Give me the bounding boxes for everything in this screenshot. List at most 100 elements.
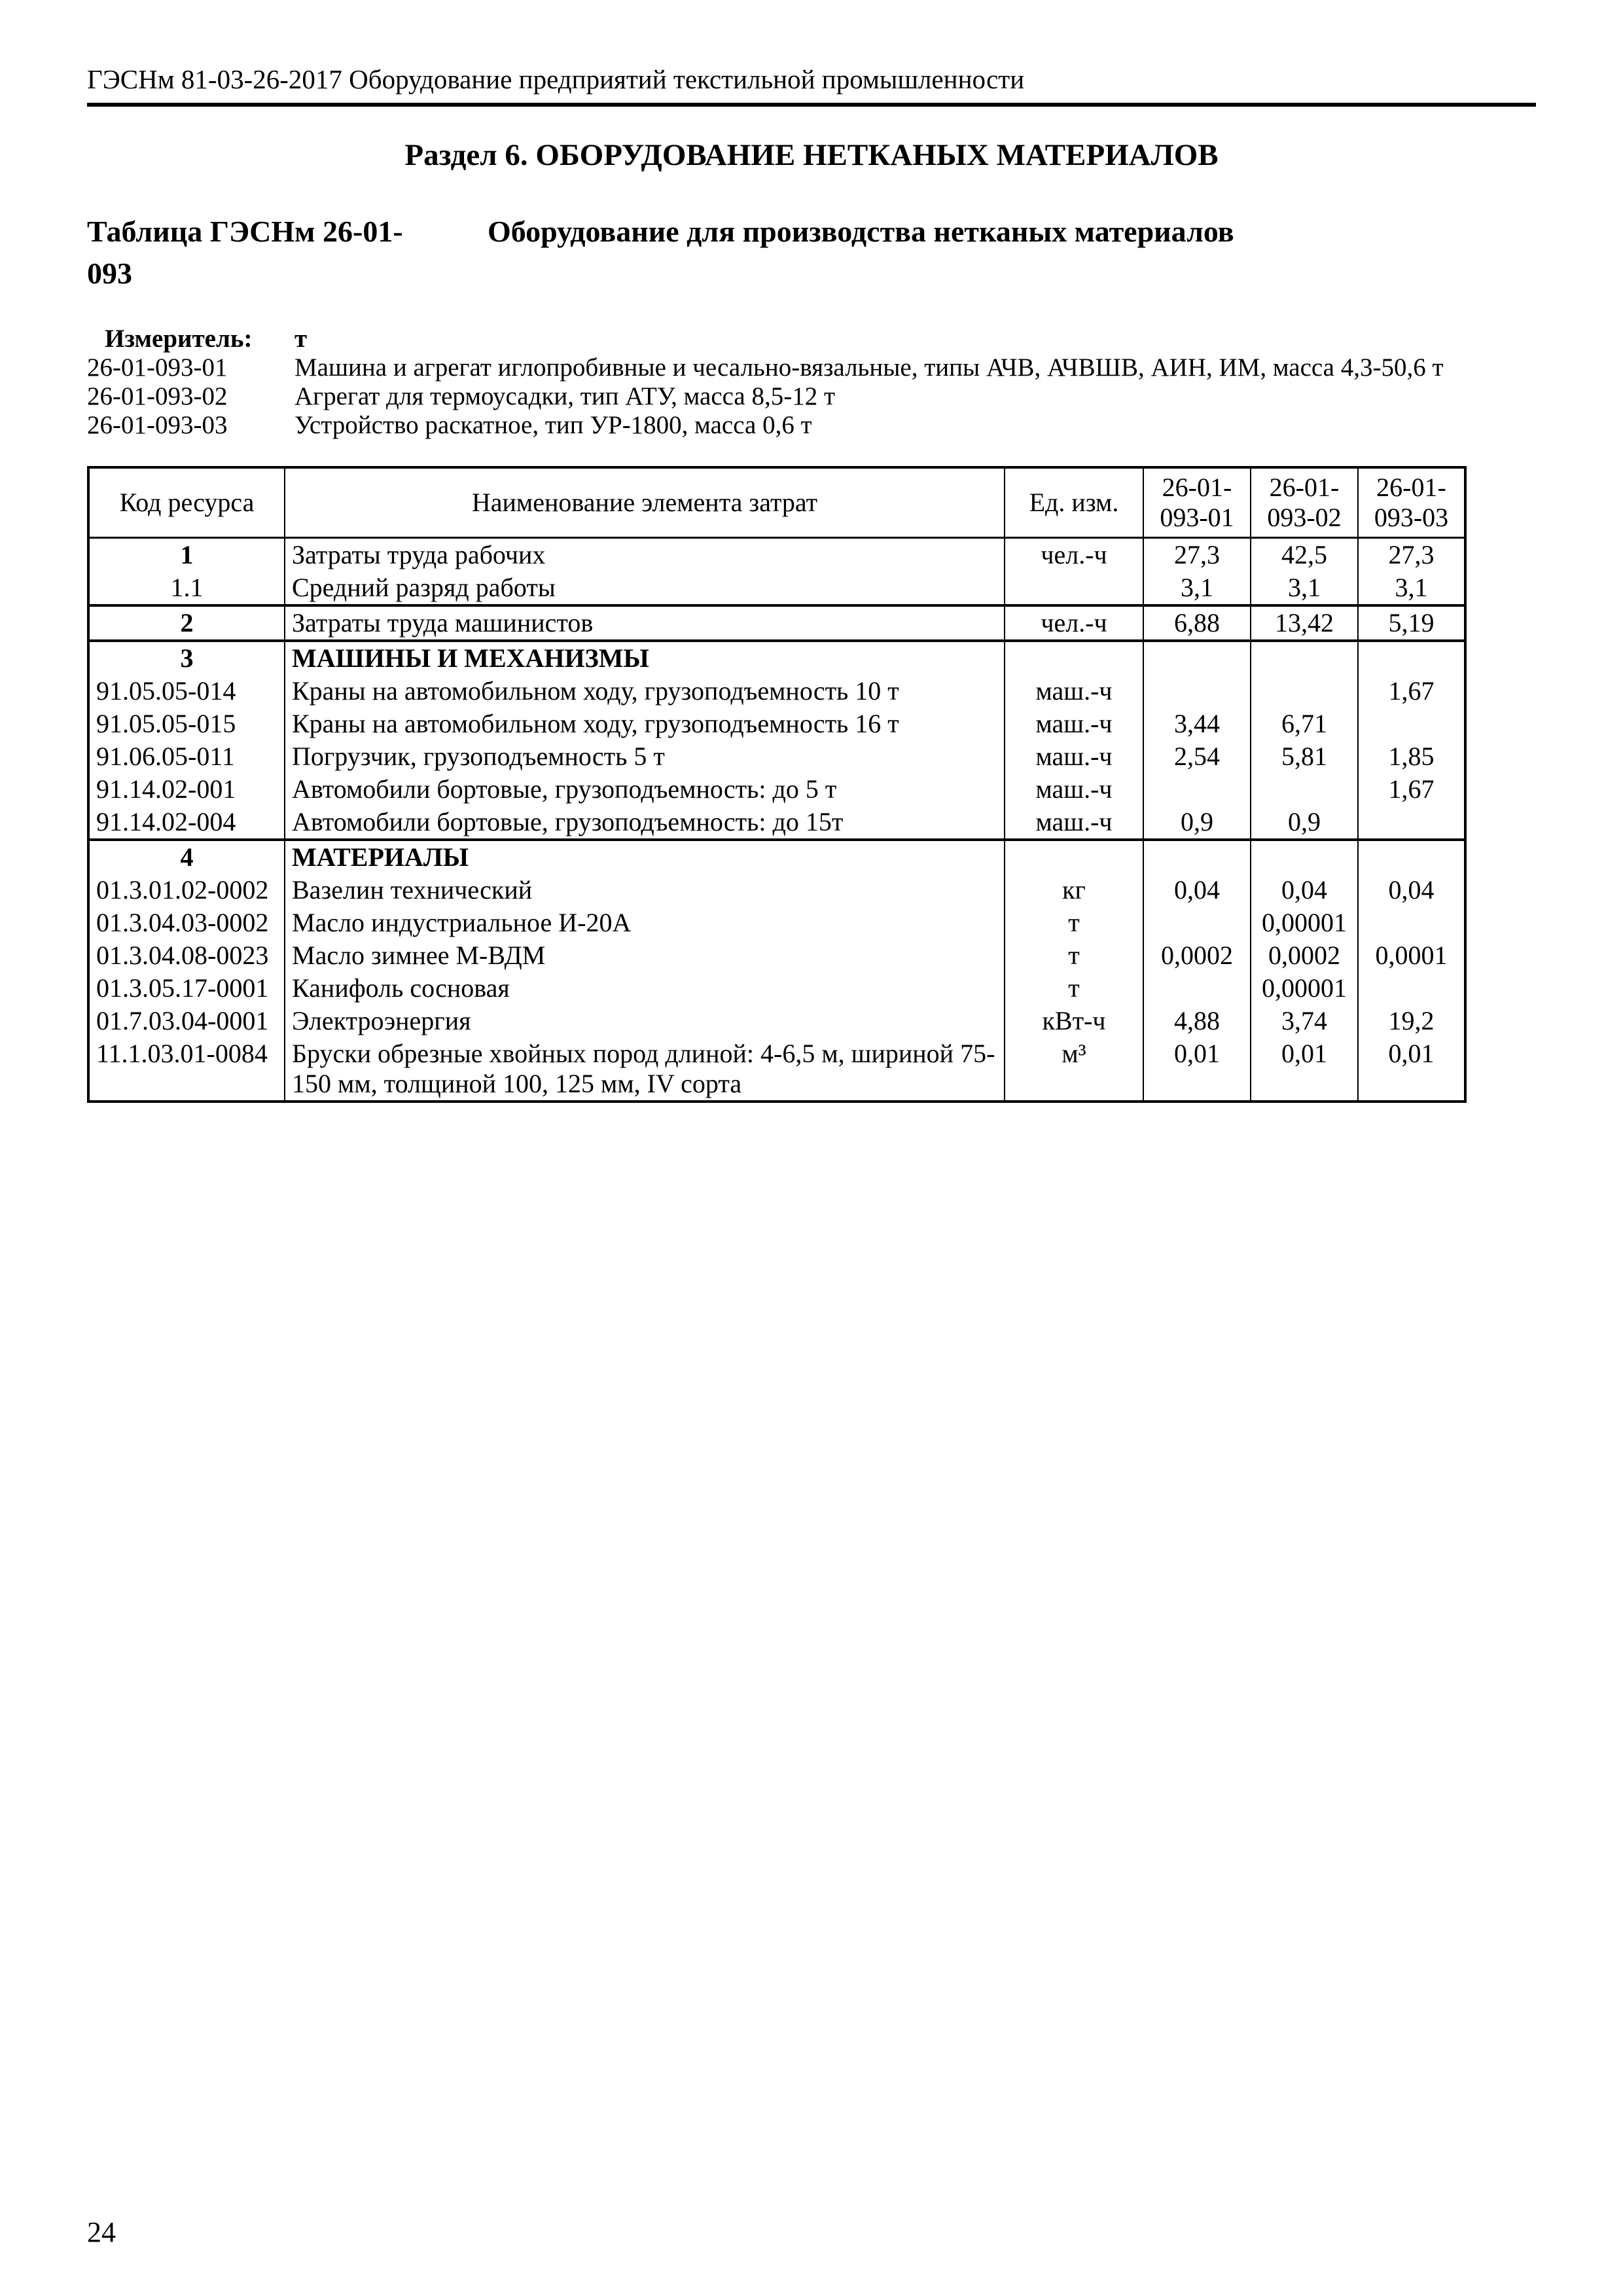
table-row: 4 МАТЕРИАЛЫ <box>88 840 1466 874</box>
cell-unit: маш.-ч <box>1004 740 1144 774</box>
cell-value: 0,04 <box>1357 874 1466 907</box>
cell-unit: кВт-ч <box>1004 1005 1144 1038</box>
measurer-label: Измеритель: <box>105 325 253 353</box>
cell-value <box>1250 675 1359 708</box>
cell-name: Затраты труда рабочих <box>284 537 1005 572</box>
cell-unit <box>1004 641 1144 675</box>
cell-name: Канифоль сосновая <box>284 972 1005 1005</box>
table-row: 11.1.03.01-0084 Бруски обрезные хвойных … <box>88 1037 1466 1102</box>
cell-value: 5,81 <box>1250 740 1359 774</box>
cell-code: 91.14.02-001 <box>88 773 285 806</box>
cell-name: Затраты труда машинистов <box>284 605 1005 641</box>
cell-value <box>1357 840 1466 874</box>
col-header-093-02: 26-01- 093-02 <box>1250 467 1359 539</box>
cell-unit: т <box>1004 906 1144 940</box>
cell-value: 2,54 <box>1143 740 1251 774</box>
cell-unit: маш.-ч <box>1004 675 1144 708</box>
table-label-line1: Таблица ГЭСНм 26-01- <box>87 214 403 248</box>
cell-value: 0,04 <box>1143 874 1251 907</box>
col-header-093-03: 26-01- 093-03 <box>1357 467 1466 539</box>
cell-value: 0,0002 <box>1250 939 1359 973</box>
cell-name: Масло зимнее М-ВДМ <box>284 939 1005 973</box>
cell-name: Краны на автомобильном ходу, грузоподъем… <box>284 675 1005 708</box>
measurer-block: Измеритель: т 26-01-093-01 Машина и агре… <box>87 325 1536 440</box>
cell-value <box>1143 972 1251 1005</box>
cell-value: 0,0002 <box>1143 939 1251 973</box>
cell-value <box>1143 773 1251 806</box>
table-row: 1.1 Средний разряд работы 3,1 3,1 3,1 <box>88 571 1466 606</box>
col-header-line: 26-01- <box>1269 473 1340 503</box>
cell-name: Вазелин технический <box>284 874 1005 907</box>
cell-value: 0,9 <box>1143 806 1251 840</box>
cell-unit: м³ <box>1004 1037 1144 1102</box>
cell-value: 6,88 <box>1143 605 1251 641</box>
cell-value: 3,1 <box>1143 571 1251 606</box>
cell-unit: маш.-ч <box>1004 773 1144 806</box>
col-header-code: Код ресурса <box>88 467 285 539</box>
cell-value: 0,04 <box>1250 874 1359 907</box>
page-header: ГЭСНм 81-03-26-2017 Оборудование предпри… <box>87 64 1536 107</box>
measurer-row: Измеритель: т <box>87 325 1536 353</box>
cell-value <box>1143 675 1251 708</box>
col-header-line: 26-01- <box>1162 473 1232 503</box>
cell-name: Краны на автомобильном ходу, грузоподъем… <box>284 708 1005 741</box>
table-title-block: Таблица ГЭСНм 26-01- 093 Оборудование дл… <box>87 211 1536 295</box>
cell-value: 3,1 <box>1357 571 1466 606</box>
cell-name: Бруски обрезные хвойных пород длиной: 4-… <box>284 1037 1005 1102</box>
cell-value: 19,2 <box>1357 1005 1466 1038</box>
cell-name: МАТЕРИАЛЫ <box>284 840 1005 874</box>
norm-description: Агрегат для термоусадки, тип АТУ, масса … <box>294 382 836 411</box>
cell-code: 01.7.03.04-0001 <box>88 1005 285 1038</box>
norm-code: 26-01-093-03 <box>87 411 228 440</box>
table-row: 01.3.05.17-0001 Канифоль сосновая т 0,00… <box>88 972 1466 1005</box>
cell-value: 0,00001 <box>1250 972 1359 1005</box>
cell-unit <box>1004 840 1144 874</box>
cell-value: 0,01 <box>1357 1037 1466 1102</box>
table-row: 3 МАШИНЫ И МЕХАНИЗМЫ <box>88 641 1466 675</box>
table-row: 01.3.04.03-0002 Масло индустриальное И-2… <box>88 906 1466 940</box>
measurer-value: т <box>294 325 308 353</box>
cell-code: 91.14.02-004 <box>88 806 285 840</box>
cell-value <box>1250 773 1359 806</box>
cell-unit: маш.-ч <box>1004 806 1144 840</box>
cell-code: 01.3.01.02-0002 <box>88 874 285 907</box>
cell-value: 6,71 <box>1250 708 1359 741</box>
cell-value: 0,01 <box>1143 1037 1251 1102</box>
table-row: 91.14.02-004 Автомобили бортовые, грузоп… <box>88 806 1466 840</box>
cost-table: Код ресурса Наименование элемента затрат… <box>87 466 1467 1103</box>
cell-name: Средний разряд работы <box>284 571 1005 606</box>
cell-code: 1.1 <box>88 571 285 606</box>
cell-value <box>1143 641 1251 675</box>
page-header-text: ГЭСНм 81-03-26-2017 Оборудование предпри… <box>87 64 1025 94</box>
cell-value <box>1143 840 1251 874</box>
cell-code: 91.05.05-014 <box>88 675 285 708</box>
cell-value <box>1357 906 1466 940</box>
table-row: 91.06.05-011 Погрузчик, грузоподъемность… <box>88 740 1466 774</box>
cell-value: 3,44 <box>1143 708 1251 741</box>
table-label: Таблица ГЭСНм 26-01- 093 <box>87 211 488 295</box>
cell-unit: т <box>1004 972 1144 1005</box>
cell-name: Масло индустриальное И-20А <box>284 906 1005 940</box>
cell-unit <box>1004 571 1144 606</box>
table-row: 01.3.04.08-0023 Масло зимнее М-ВДМ т 0,0… <box>88 939 1466 973</box>
cell-code: 4 <box>88 840 285 874</box>
cell-value <box>1357 708 1466 741</box>
cell-value: 0,0001 <box>1357 939 1466 973</box>
table-row: 01.7.03.04-0001 Электроэнергия кВт-ч 4,8… <box>88 1005 1466 1038</box>
cell-code: 11.1.03.01-0084 <box>88 1037 285 1102</box>
document-page: ГЭСНм 81-03-26-2017 Оборудование предпри… <box>0 0 1623 1103</box>
table-row: 2 Затраты труда машинистов чел.-ч 6,88 1… <box>88 605 1466 641</box>
norm-item-row: 26-01-093-01 Машина и агрегат иглопробив… <box>87 353 1536 382</box>
cell-code: 91.05.05-015 <box>88 708 285 741</box>
section-title: Раздел 6. ОБОРУДОВАНИЕ НЕТКАНЫХ МАТЕРИАЛ… <box>404 138 1219 173</box>
cell-code: 01.3.04.03-0002 <box>88 906 285 940</box>
cell-value <box>1357 972 1466 1005</box>
norm-description: Машина и агрегат иглопробивные и чесальн… <box>294 353 1444 382</box>
cell-code: 1 <box>88 537 285 572</box>
cell-name: Электроэнергия <box>284 1005 1005 1038</box>
cell-value <box>1143 906 1251 940</box>
col-header-line: 093-01 <box>1160 503 1234 533</box>
table-row: 91.14.02-001 Автомобили бортовые, грузоп… <box>88 773 1466 806</box>
page-number: 24 <box>87 2216 116 2248</box>
cell-value: 5,19 <box>1357 605 1466 641</box>
